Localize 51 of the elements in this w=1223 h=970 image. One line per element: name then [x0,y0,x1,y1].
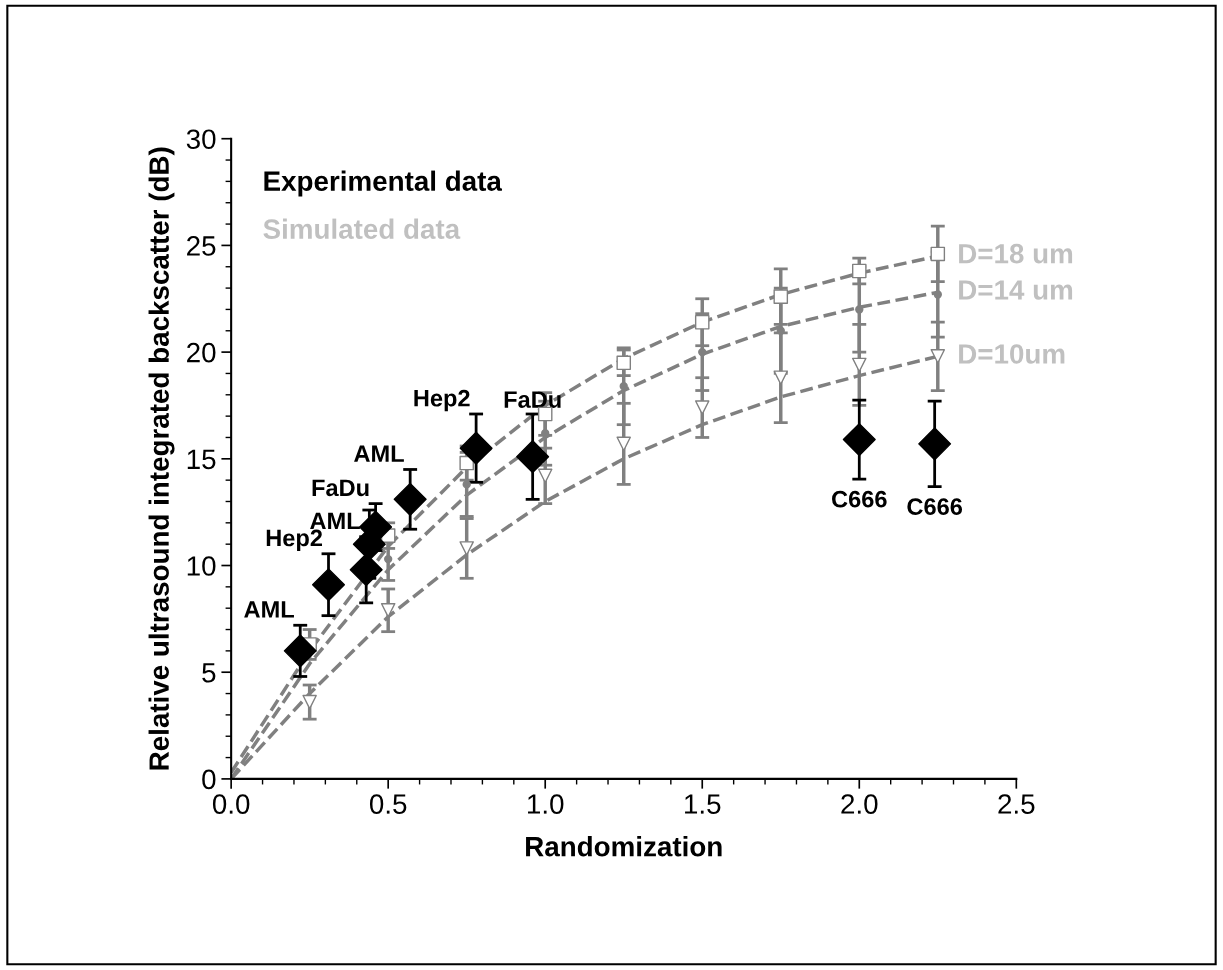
point [698,347,707,357]
data-label: AML [354,445,404,462]
point [302,694,317,710]
data-label: FaDu [504,391,561,408]
y-tick-label: 10 [187,556,216,576]
point [918,427,952,461]
x-tick-label: 1.0 [528,794,564,814]
y-tick-label: 0 [202,769,216,790]
point [393,482,427,516]
point [541,429,550,438]
x-tick-label: 0.5 [369,794,407,814]
point [616,355,632,371]
data-label: C666 [907,498,963,516]
point [384,554,393,564]
point [462,480,471,489]
y-tick-label: 20 [187,342,216,363]
y-tick-label: 30 [186,129,216,150]
annotation: Simulated data [263,218,461,239]
point [516,440,550,474]
data-label: Hep2 [414,389,470,412]
annotation: Experimental data [264,170,503,197]
point [933,290,942,299]
x-tick-label: 0.0 [212,794,250,814]
data-label: FaDu [312,479,369,497]
point [851,263,867,279]
point [459,431,493,465]
y-axis-title: Relative ultrasound integrated backscatter (dB) [148,147,175,770]
series-label: D=18 um [959,243,1073,264]
point [776,326,785,335]
data-label: C666 [832,490,887,508]
point [773,289,789,304]
data-label: AML [310,512,360,530]
y-tick-label: 25 [187,236,216,256]
point [459,455,474,471]
point [694,314,710,330]
point [855,305,864,314]
data-label: Hep2 [266,529,323,551]
point [283,634,317,668]
x-axis-title: Randomization [526,836,722,857]
x-tick-label: 2.5 [998,794,1035,814]
point [311,568,346,602]
point [619,382,628,391]
y-tick-label: 5 [202,663,216,683]
y-tick-label: 15 [187,449,216,470]
point [930,246,946,262]
x-tick-label: 2.0 [841,794,878,814]
point [842,423,876,457]
series-label: D=10um [959,344,1065,364]
data-label: AML [244,601,294,618]
x-tick-label: 1.5 [685,794,721,814]
series-label: D=14 um [959,280,1073,300]
